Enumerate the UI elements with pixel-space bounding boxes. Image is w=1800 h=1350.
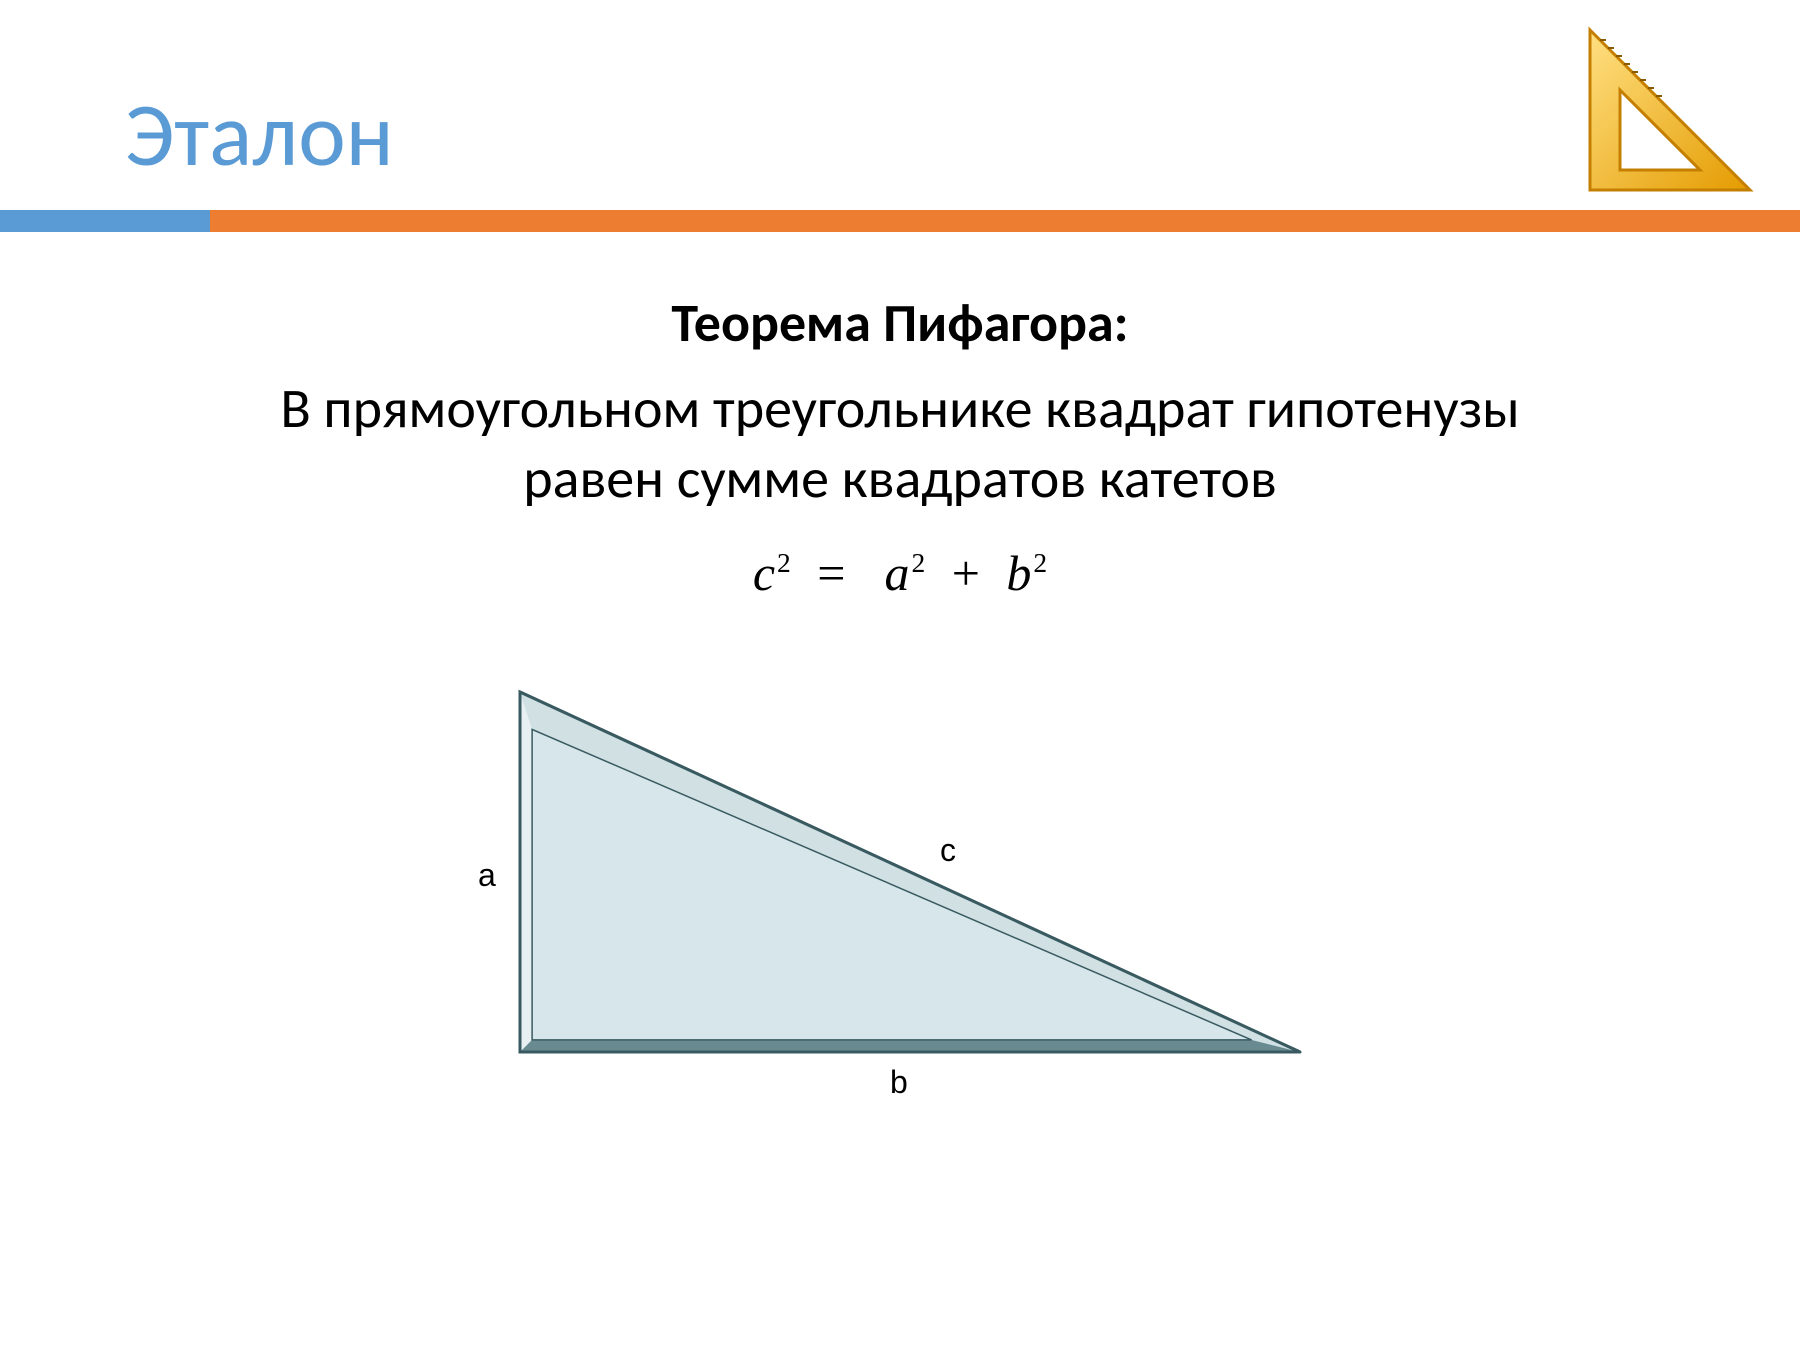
theorem-body-line2: равен сумме квадратов катетов <box>523 445 1277 513</box>
formula-eq: = <box>817 545 845 601</box>
side-label-c: c <box>940 832 956 869</box>
pythagoras-formula: c2 = a2 + b2 <box>0 544 1800 602</box>
theorem-body-line1: В прямоугольном треугольнике квадрат гип… <box>280 375 1519 443</box>
header-ribbon <box>0 210 1800 232</box>
side-label-b: b <box>890 1064 908 1101</box>
formula-b-exp: 2 <box>1033 547 1047 578</box>
theorem-body: В прямоугольном треугольнике квадрат гип… <box>120 374 1680 514</box>
side-label-a: a <box>478 857 496 894</box>
formula-c: c <box>753 545 775 601</box>
triangle-diagram: a b c <box>460 662 1340 1082</box>
set-square-icon <box>1570 20 1760 215</box>
formula-plus: + <box>952 545 980 601</box>
formula-b: b <box>1006 545 1031 601</box>
formula-a: a <box>884 545 909 601</box>
ribbon-main <box>210 210 1800 232</box>
theorem-title: Теорема Пифагора: <box>0 290 1800 356</box>
content-area: Теорема Пифагора: В прямоугольном треуго… <box>0 290 1800 1082</box>
ribbon-accent <box>0 210 210 232</box>
formula-a-exp: 2 <box>911 547 925 578</box>
slide-title: Эталон <box>125 80 394 190</box>
formula-c-exp: 2 <box>777 547 791 578</box>
triangle-svg <box>460 662 1340 1082</box>
